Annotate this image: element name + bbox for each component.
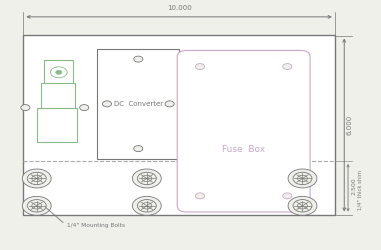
Circle shape bbox=[142, 202, 152, 209]
Circle shape bbox=[288, 169, 317, 188]
Text: 1/4" thick shim: 1/4" thick shim bbox=[358, 170, 363, 210]
Bar bbox=[24, 36, 335, 214]
Circle shape bbox=[142, 175, 152, 182]
Circle shape bbox=[21, 104, 30, 110]
Circle shape bbox=[32, 175, 42, 182]
Text: 1/4" Mounting Bolts: 1/4" Mounting Bolts bbox=[67, 223, 125, 228]
Text: 10.000: 10.000 bbox=[167, 5, 192, 11]
Circle shape bbox=[50, 67, 67, 78]
Text: 6.000: 6.000 bbox=[347, 115, 353, 135]
Text: DC  Converter: DC Converter bbox=[114, 101, 163, 107]
Bar bbox=[98, 49, 179, 158]
Circle shape bbox=[298, 202, 307, 209]
Bar bbox=[40, 83, 75, 109]
Circle shape bbox=[165, 101, 174, 107]
Circle shape bbox=[133, 169, 161, 188]
Circle shape bbox=[293, 172, 312, 185]
Circle shape bbox=[56, 70, 62, 74]
Circle shape bbox=[288, 196, 317, 215]
Circle shape bbox=[80, 104, 89, 110]
Bar bbox=[44, 60, 73, 84]
Circle shape bbox=[138, 200, 156, 212]
Bar bbox=[37, 108, 77, 142]
Circle shape bbox=[102, 101, 112, 107]
Text: Fuse  Box: Fuse Box bbox=[222, 144, 265, 154]
Circle shape bbox=[195, 64, 205, 70]
Circle shape bbox=[283, 64, 292, 70]
Circle shape bbox=[27, 200, 46, 212]
Circle shape bbox=[22, 196, 51, 215]
Circle shape bbox=[195, 193, 205, 199]
Circle shape bbox=[133, 196, 161, 215]
Circle shape bbox=[283, 193, 292, 199]
Circle shape bbox=[138, 172, 156, 185]
FancyBboxPatch shape bbox=[177, 50, 310, 212]
Circle shape bbox=[27, 172, 46, 185]
Circle shape bbox=[293, 200, 312, 212]
Circle shape bbox=[298, 175, 307, 182]
Circle shape bbox=[22, 169, 51, 188]
Circle shape bbox=[32, 202, 42, 209]
Circle shape bbox=[134, 56, 143, 62]
Circle shape bbox=[134, 146, 143, 152]
Text: 2.500: 2.500 bbox=[351, 178, 356, 195]
